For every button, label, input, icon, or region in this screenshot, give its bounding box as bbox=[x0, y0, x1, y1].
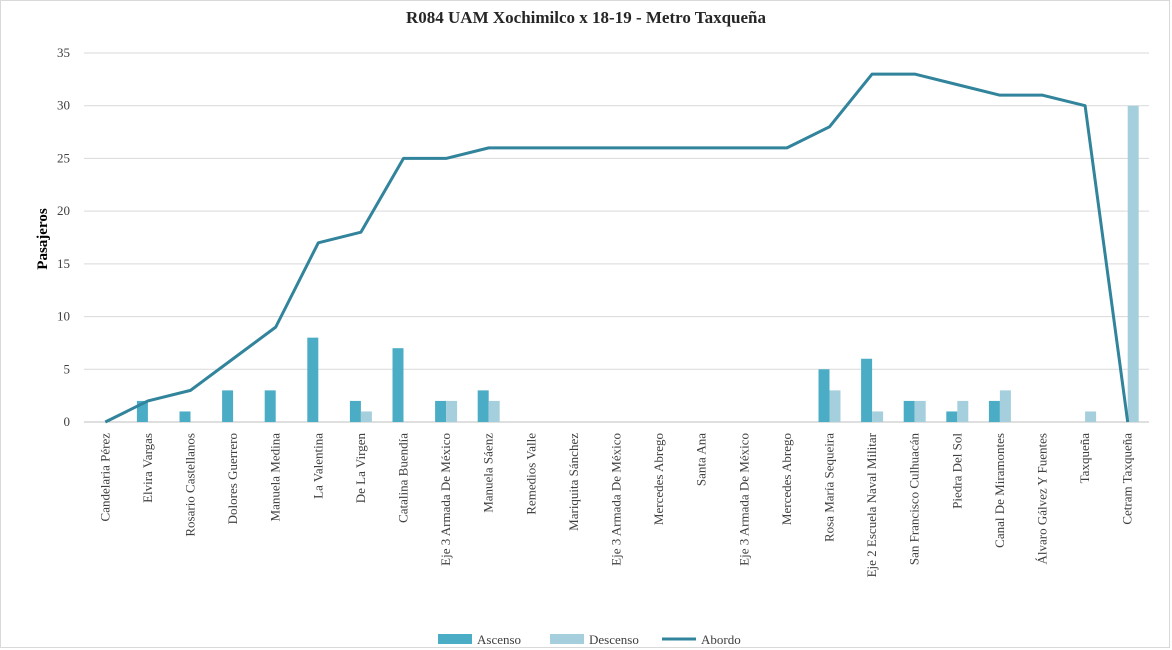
bar-ascenso-9 bbox=[477, 390, 489, 422]
y-tick-label: 25 bbox=[57, 150, 70, 165]
x-tick-label: Rosa María Sequeira bbox=[822, 433, 837, 542]
x-tick-label: Remedios Valle bbox=[523, 433, 538, 515]
bar-ascenso-6 bbox=[349, 400, 361, 422]
x-tick-label: Manuela Sáenz bbox=[481, 433, 496, 513]
x-tick-label: Santa Ana bbox=[694, 433, 709, 486]
bar-ascenso-4 bbox=[264, 390, 276, 422]
x-tick-label: Elvira Vargas bbox=[140, 433, 155, 503]
y-tick-label: 5 bbox=[64, 361, 71, 376]
bar-descenso-17 bbox=[829, 390, 841, 422]
x-tick-label: Cetram Taxqueña bbox=[1120, 433, 1135, 525]
y-axis-ticks: 0 5 10 15 20 25 30 35 bbox=[57, 45, 70, 429]
x-tick-label: Eje 3 Armada De México bbox=[609, 433, 624, 566]
gridlines bbox=[84, 52, 1149, 423]
bar-ascenso-1 bbox=[136, 400, 148, 422]
bar-descenso-9 bbox=[488, 400, 500, 422]
legend-swatch-ascenso bbox=[438, 634, 472, 644]
bar-descenso-24 bbox=[1127, 105, 1139, 422]
bar-ascenso-17 bbox=[818, 369, 830, 422]
bar-descenso-23 bbox=[1085, 411, 1097, 422]
x-axis-ticks: Candelaria Pérez Elvira Vargas Rosario Cas… bbox=[97, 432, 1134, 577]
bar-descenso-21 bbox=[999, 390, 1011, 422]
x-tick-label: Álvaro Gálvez Y Fuentes bbox=[1035, 433, 1050, 565]
y-tick-label: 30 bbox=[57, 98, 70, 113]
x-tick-label: Rosario Castellanos bbox=[183, 433, 198, 537]
x-tick-label: Piedra Del Sol bbox=[949, 433, 964, 509]
y-tick-label: 15 bbox=[57, 256, 70, 271]
legend-label-ascenso: Ascenso bbox=[477, 632, 521, 647]
x-tick-label: Eje 3 Armada De México bbox=[438, 433, 453, 566]
x-tick-label: Candelaria Pérez bbox=[97, 433, 112, 522]
x-tick-label: Mariquita Sánchez bbox=[566, 433, 581, 531]
bars bbox=[136, 105, 1139, 422]
bar-ascenso-21 bbox=[988, 400, 1000, 422]
bar-descenso-6 bbox=[360, 411, 372, 422]
x-tick-label: Eje 2 Escuela Naval Militar bbox=[864, 432, 879, 577]
line-series bbox=[104, 72, 1130, 424]
x-tick-label: Taxqueña bbox=[1077, 433, 1092, 484]
line-abordo bbox=[104, 72, 1130, 424]
x-tick-label: Canal De Miramontes bbox=[992, 433, 1007, 548]
x-tick-label: Catalina Buendía bbox=[396, 433, 411, 523]
y-axis-title: Pasajeros bbox=[35, 208, 51, 270]
bar-ascenso-19 bbox=[903, 400, 915, 422]
y-tick-label: 20 bbox=[57, 203, 70, 218]
legend-label-descenso: Descenso bbox=[589, 632, 639, 647]
x-tick-label: San Francisco Culhuacán bbox=[907, 433, 922, 566]
bar-ascenso-18 bbox=[861, 358, 873, 422]
x-tick-label: Mercedes Abrego bbox=[651, 433, 666, 525]
bar-descenso-19 bbox=[914, 400, 926, 422]
y-tick-label: 0 bbox=[64, 414, 71, 429]
legend: Ascenso Descenso Abordo bbox=[438, 632, 741, 647]
bar-descenso-20 bbox=[957, 400, 969, 422]
bar-descenso-8 bbox=[446, 400, 458, 422]
bar-ascenso-20 bbox=[946, 411, 958, 422]
bar-ascenso-8 bbox=[435, 400, 447, 422]
legend-label-abordo: Abordo bbox=[701, 632, 741, 647]
bar-ascenso-2 bbox=[179, 411, 191, 422]
x-tick-label: Manuela Medina bbox=[268, 433, 283, 522]
bar-ascenso-5 bbox=[307, 337, 319, 422]
x-tick-label: La Valentina bbox=[310, 433, 325, 499]
y-tick-label: 10 bbox=[57, 309, 70, 324]
bar-ascenso-3 bbox=[222, 390, 234, 422]
bar-descenso-18 bbox=[872, 411, 884, 422]
bar-ascenso-7 bbox=[392, 348, 404, 422]
chart-title: R084 UAM Xochimilco x 18-19 - Metro Taxq… bbox=[406, 8, 766, 27]
y-tick-label: 35 bbox=[57, 45, 70, 60]
legend-swatch-descenso bbox=[550, 634, 584, 644]
x-tick-label: De La Virgen bbox=[353, 433, 368, 504]
x-tick-label: Mercedes Abrego bbox=[779, 433, 794, 525]
x-tick-label: Dolores Guerrero bbox=[225, 433, 240, 524]
x-tick-label: Eje 3 Armada De México bbox=[736, 433, 751, 566]
